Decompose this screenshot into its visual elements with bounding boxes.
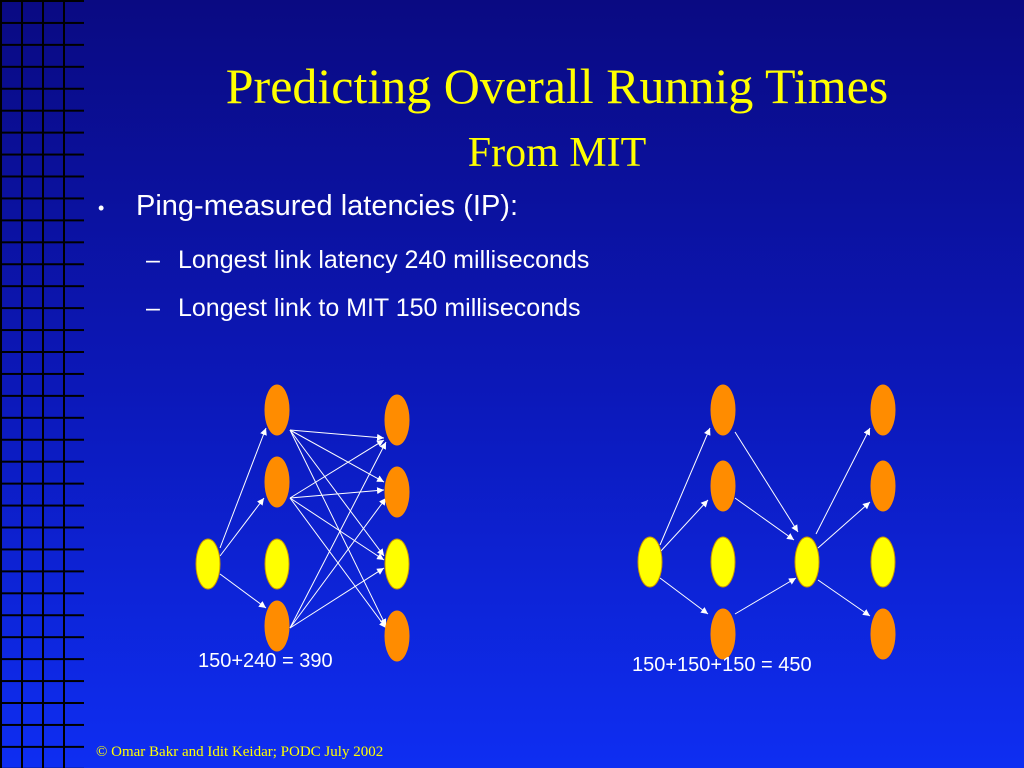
node-orange [710,384,736,436]
slide-title: Predicting Overall Runnig Times [225,58,889,114]
bullet-text: Ping-measured latencies (IP): [136,190,518,222]
edge [659,427,711,546]
edge [289,429,385,483]
node-yellow [195,538,221,590]
node-orange [870,460,896,512]
edge [219,573,267,609]
edge [815,427,871,535]
node-yellow [794,536,820,588]
node-yellow [637,536,663,588]
sub-bullet-marker: – [146,294,160,322]
left-nodes [195,384,410,662]
edge [659,577,709,615]
node-orange [710,460,736,512]
node-yellow [710,536,736,588]
edge [289,439,385,499]
footer-copyright: © Omar Bakr and Idit Keidar; PODC July 2… [96,744,384,760]
edge [289,429,387,627]
sub-bullet-marker: – [146,246,160,274]
edge [219,497,265,557]
edge [734,431,799,533]
right-nodes [637,384,896,660]
node-yellow [264,538,290,590]
edge [219,427,267,549]
node-orange [264,384,290,436]
grid-sidebar-decoration [0,0,84,768]
sub-bullet-text: Longest link latency 240 milliseconds [178,246,590,274]
edge [289,487,385,499]
node-orange [264,600,290,652]
edge [289,497,387,629]
bullet-marker: • [98,198,105,218]
node-orange [384,610,410,662]
node-orange [384,466,410,518]
sub-bullet-text: Longest link to MIT 150 milliseconds [178,294,581,322]
node-orange [264,456,290,508]
edge [289,429,385,557]
left-equation: 150+240 = 390 [198,650,333,672]
edge [289,441,387,629]
right-equation: 150+150+150 = 450 [632,654,812,676]
node-orange [384,394,410,446]
edge [734,497,795,541]
node-orange [870,608,896,660]
edge [659,499,709,553]
edge [734,577,797,615]
slide-subtitle: From MIT [467,130,647,176]
node-yellow [384,538,410,590]
edge [817,579,871,617]
node-orange [870,384,896,436]
node-orange [710,608,736,660]
edge [289,429,385,441]
right-diagram [659,427,871,617]
edge [289,567,385,629]
node-yellow [870,536,896,588]
edge [817,501,871,549]
left-diagram [219,427,387,629]
edge [289,497,385,561]
